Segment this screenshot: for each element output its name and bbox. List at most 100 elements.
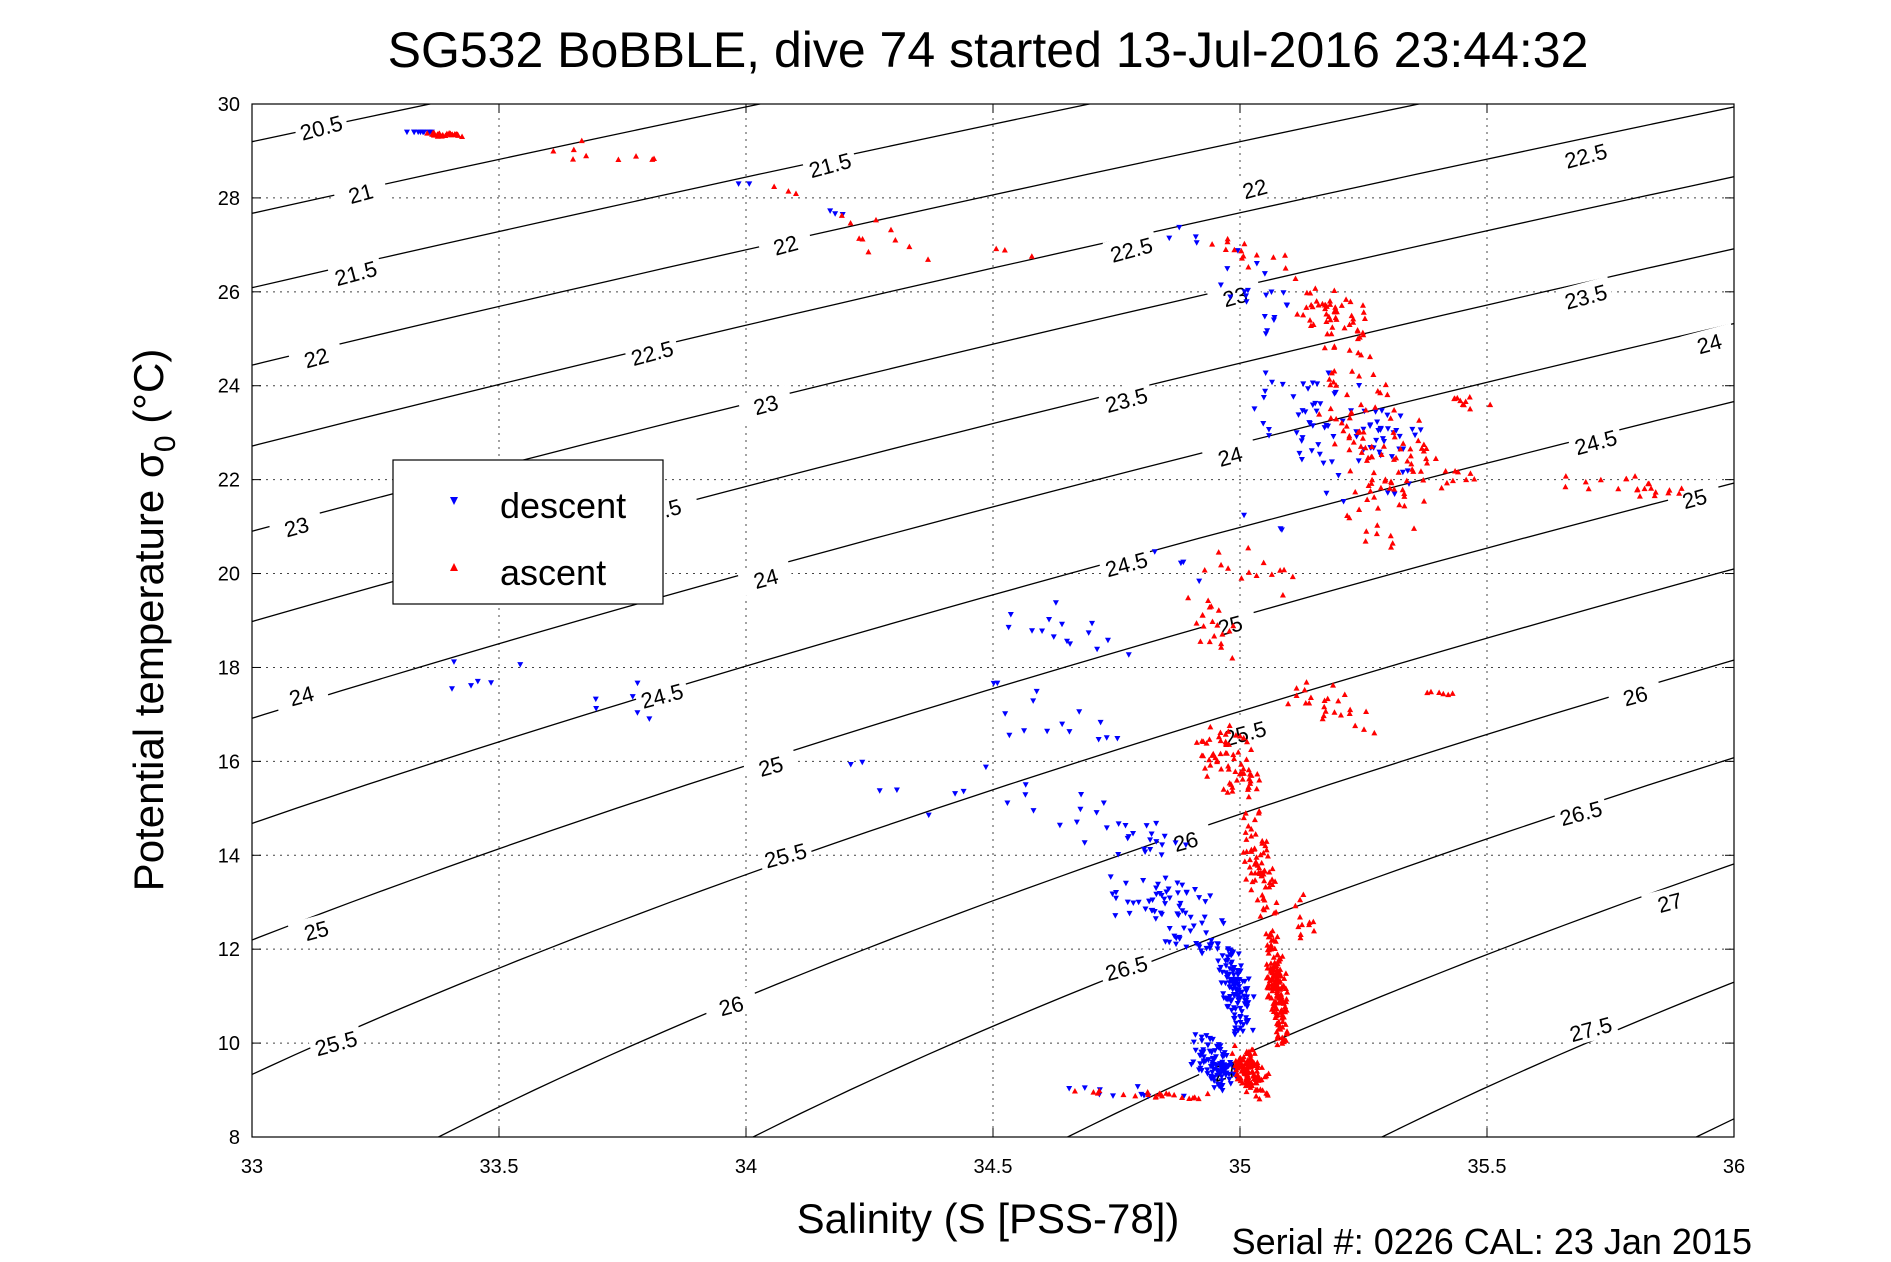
ascent-point [1231, 1042, 1238, 1049]
descent-point [1215, 941, 1222, 948]
y-tick-label: 10 [218, 1033, 240, 1055]
ascent-point [785, 188, 792, 194]
ascent-point [1358, 401, 1365, 408]
descent-point [1203, 1033, 1210, 1039]
ascent-point [1296, 914, 1303, 920]
ascent-point [1238, 761, 1245, 767]
contour-label-bg [737, 384, 794, 423]
ascent-point [1648, 485, 1655, 491]
descent-point [1161, 833, 1168, 840]
descent-point [1103, 735, 1110, 741]
contour-label-bg [287, 337, 345, 376]
ascent-point [1260, 849, 1267, 856]
ascent-point [1252, 1086, 1259, 1093]
ascent-point [1275, 1018, 1282, 1025]
descent-point [859, 759, 866, 766]
ascent-point [1206, 756, 1213, 763]
ascent-point [1331, 344, 1338, 350]
ascent-point [1200, 623, 1207, 629]
legend-box [392, 459, 664, 605]
ascent-point [1310, 918, 1317, 925]
contour-label-bg [272, 675, 330, 714]
ascent-point [1407, 452, 1414, 459]
ascent-point [1274, 969, 1281, 975]
descent-point [1210, 1057, 1217, 1064]
descent-point [1179, 908, 1186, 914]
ascent-point [1266, 869, 1273, 875]
descent-point [1202, 1058, 1209, 1064]
ascent-point [1389, 540, 1396, 546]
ascent-point [1420, 477, 1427, 483]
ascent-point [1120, 1091, 1127, 1098]
ascent-point [1368, 480, 1375, 486]
ascent-point [1328, 330, 1335, 337]
descent-point [1269, 379, 1276, 386]
ascent-point [1281, 975, 1288, 981]
ascent-point [1268, 932, 1275, 938]
ascent-point [1241, 240, 1248, 247]
descent-point [1379, 436, 1386, 442]
ascent-point [1279, 1034, 1286, 1041]
ascent-point [1246, 864, 1253, 870]
descent-point [1219, 1088, 1226, 1094]
ascent-point [1247, 1052, 1254, 1058]
ascent-point [1310, 927, 1317, 934]
ascent-point [1254, 1064, 1261, 1070]
descent-point [1293, 430, 1300, 436]
ascent-point [1331, 308, 1338, 314]
ascent-point [453, 131, 460, 137]
ascent-point [1387, 532, 1394, 539]
descent-point [1241, 289, 1248, 295]
descent-point [1206, 1048, 1213, 1055]
descent-point [832, 211, 839, 217]
descent-point [1112, 913, 1119, 919]
ascent-point [1248, 886, 1255, 893]
ascent-point [1363, 528, 1370, 534]
descent-point [1180, 925, 1187, 932]
ascent-point [1229, 655, 1236, 661]
ascent-point [1202, 765, 1209, 771]
descent-point [1209, 1036, 1216, 1043]
ascent-point [1423, 455, 1430, 462]
ascent-point [1249, 1069, 1256, 1075]
ascent-point [1297, 934, 1304, 941]
ascent-point [1457, 397, 1464, 404]
ascent-point [1331, 709, 1338, 715]
descent-point [1261, 271, 1268, 277]
contour-line-21.5 [252, 104, 1093, 289]
descent-point [1237, 1015, 1244, 1021]
ascent-point [1246, 775, 1253, 782]
contour-line-26.5 [751, 757, 1734, 1137]
descent-point [1187, 928, 1194, 935]
ascent-point [1254, 1073, 1261, 1080]
descent-point [1226, 1076, 1233, 1083]
ascent-point [1225, 728, 1232, 734]
ascent-point [1338, 419, 1345, 426]
ascent-point [1264, 852, 1271, 859]
descent-point [1158, 852, 1165, 858]
ascent-point [1421, 498, 1428, 504]
descent-point [1030, 808, 1037, 814]
contour-label-bg [267, 506, 325, 545]
ascent-point [1360, 309, 1367, 315]
ascent-point [1307, 322, 1314, 329]
descent-point [1232, 1006, 1239, 1012]
ascent-point [1208, 603, 1215, 609]
descent-point [1064, 638, 1071, 645]
descent-point [1165, 886, 1172, 893]
ascent-point [1217, 750, 1224, 757]
ascent-point [1382, 381, 1389, 388]
descent-point [1155, 881, 1162, 888]
descent-point [1374, 419, 1381, 426]
ascent-point [1132, 1092, 1139, 1099]
ascent-point [1427, 688, 1434, 695]
ascent-point [1316, 411, 1323, 417]
ascent-point [1273, 899, 1280, 906]
ascent-point [1238, 255, 1245, 261]
descent-point [1378, 408, 1385, 414]
descent-point [1220, 920, 1227, 927]
ascent-point [1229, 788, 1236, 794]
ascent-point [1329, 324, 1336, 330]
descent-point [1115, 821, 1122, 827]
ascent-point [1432, 455, 1439, 462]
